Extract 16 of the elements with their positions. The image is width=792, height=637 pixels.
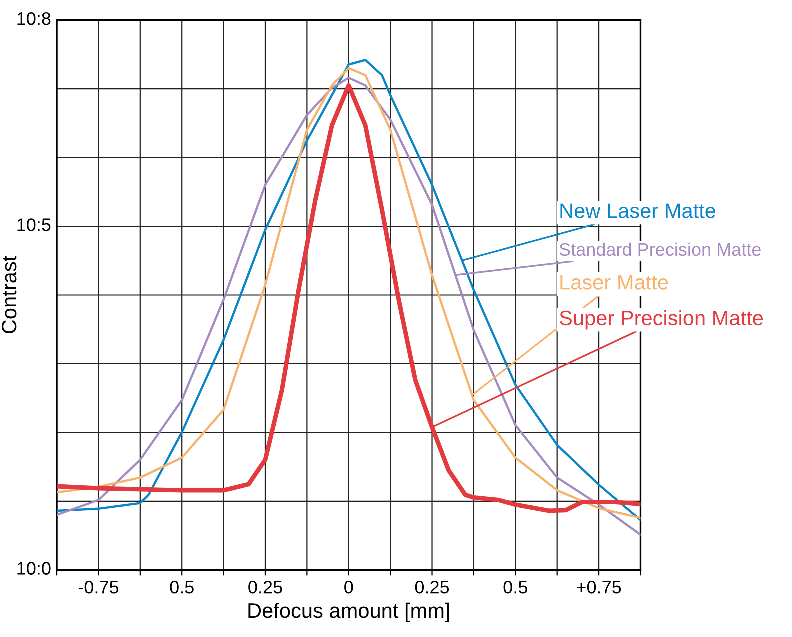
text: Super Precision Matte	[560, 310, 764, 330]
text: 10:5	[18, 218, 51, 232]
x-tick-label: 0.25	[415, 581, 450, 594]
text: New Laser Matte	[560, 204, 716, 218]
x-tick-label: -0.75	[78, 581, 119, 594]
text: Standard Precision Matte	[560, 242, 761, 256]
x-tick-label: +0.75	[577, 581, 622, 594]
x-tick-label: 0.25	[248, 581, 282, 594]
x-tick-label: 0	[344, 581, 354, 594]
x-tick-label: 0.5	[170, 581, 194, 594]
text: 10:8	[18, 12, 51, 26]
text: Laser Matte	[560, 275, 668, 290]
x-axis-title: Defocus amount [mm]	[248, 602, 450, 622]
text: 10:0	[18, 562, 51, 575]
y-axis-title: Contrast	[2, 256, 17, 334]
x-tick-label: 0.5	[504, 581, 528, 594]
